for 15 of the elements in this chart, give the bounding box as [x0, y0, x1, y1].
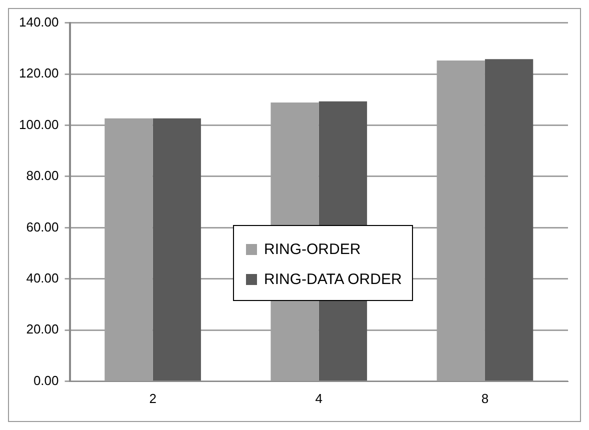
y-tick-label: 60.00 [26, 219, 59, 234]
x-tick-label: 2 [149, 390, 156, 406]
y-tick-label: 20.00 [26, 322, 59, 337]
bar [152, 118, 201, 381]
y-tick-label: 120.00 [18, 66, 59, 81]
y-tick-label: 40.00 [26, 270, 59, 286]
x-tick-label: 8 [481, 390, 489, 406]
y-tick-label: 0.00 [33, 372, 59, 388]
y-tick-label: 140.00 [18, 14, 59, 30]
legend-label: RING-ORDER [264, 240, 361, 258]
legend-label: RING-DATA ORDER [264, 270, 402, 288]
x-tick-label: 4 [315, 390, 322, 406]
y-tick-label: 80.00 [26, 168, 59, 184]
y-tick-label: 100.00 [18, 116, 59, 132]
bar [484, 59, 534, 381]
